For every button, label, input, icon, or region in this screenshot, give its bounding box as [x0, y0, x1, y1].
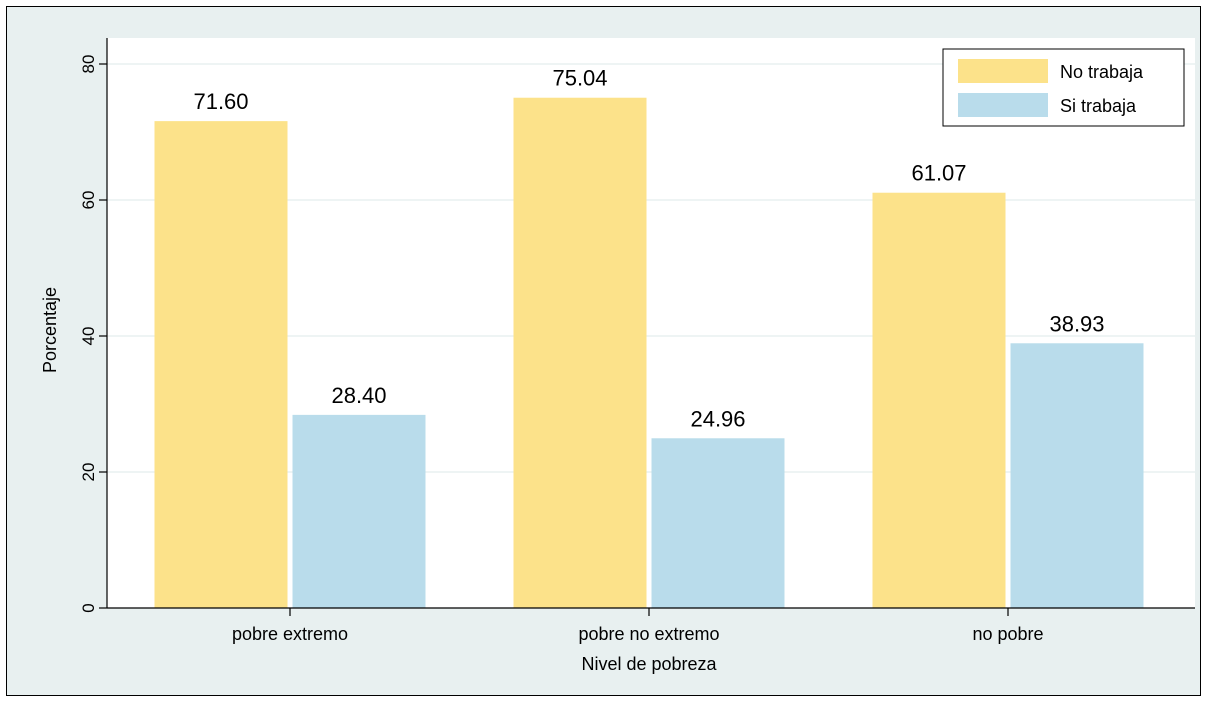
bar	[1010, 343, 1144, 608]
y-tick-label: 80	[79, 55, 98, 74]
bar	[292, 414, 426, 608]
data-label: 28.40	[331, 383, 386, 408]
bar	[651, 438, 785, 608]
data-label: 71.60	[193, 89, 248, 114]
legend-swatch	[958, 59, 1048, 83]
bar	[513, 97, 647, 608]
data-labels: 71.60 28.40 75.04 24.96 61.07 38.93	[193, 66, 1104, 432]
bar	[872, 192, 1006, 608]
data-label: 24.96	[690, 406, 745, 431]
legend: No trabaja Si trabaja	[942, 48, 1185, 127]
y-tick-label: 40	[79, 327, 98, 346]
y-axis-title: Porcentaje	[40, 287, 60, 373]
bar	[154, 121, 288, 609]
x-tick-label: pobre no extremo	[578, 624, 719, 644]
axes: 0 20 40 60 80 pobre extremo pobre no extremo no…	[79, 38, 1195, 644]
x-tick-label: pobre extremo	[232, 624, 348, 644]
y-tick-label: 60	[79, 191, 98, 210]
y-tick-label: 0	[79, 603, 98, 612]
x-tick-label: no pobre	[972, 624, 1043, 644]
legend-label: No trabaja	[1060, 62, 1144, 82]
data-label: 61.07	[911, 161, 966, 186]
data-label: 38.93	[1049, 311, 1104, 336]
y-tick-label: 20	[79, 463, 98, 482]
x-axis-title: Nivel de pobreza	[581, 654, 717, 674]
bars	[154, 97, 1144, 609]
legend-label: Si trabaja	[1060, 96, 1137, 116]
legend-swatch	[958, 93, 1048, 117]
data-label: 75.04	[552, 66, 607, 91]
